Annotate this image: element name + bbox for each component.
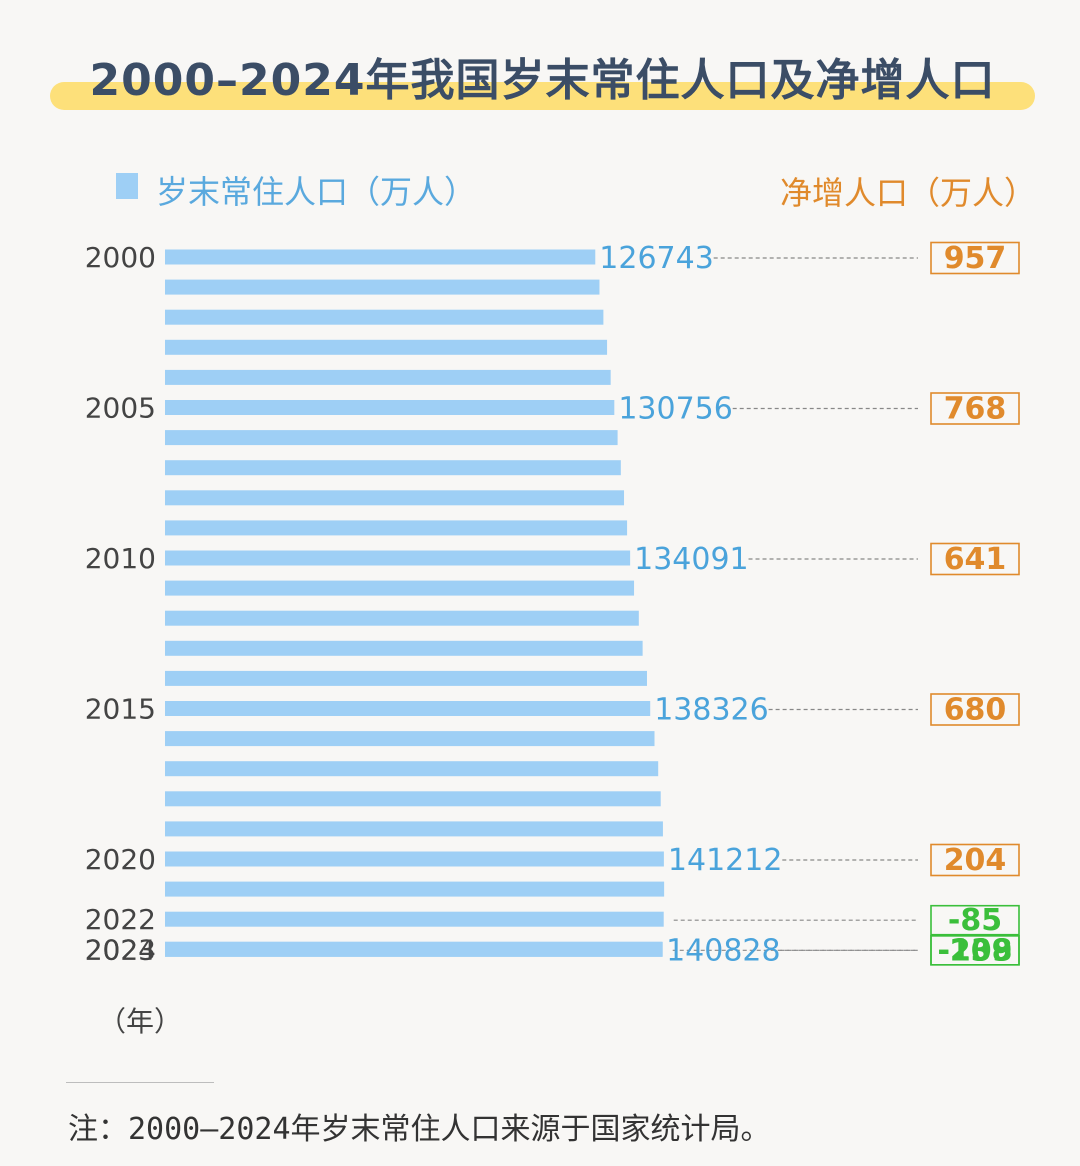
net-value-2023: -208 xyxy=(937,933,1012,968)
year-label-2000: 2000 xyxy=(85,241,156,274)
value-label-2005: 130756 xyxy=(618,392,733,427)
bar-2016 xyxy=(165,731,655,747)
bar-2024 xyxy=(165,941,663,957)
year-label-2010: 2010 xyxy=(85,542,156,575)
bar-2022 xyxy=(165,911,664,927)
bar-2014 xyxy=(165,670,647,686)
value-label-2015: 138326 xyxy=(654,693,769,728)
bar-2004 xyxy=(165,369,611,385)
bar-2019 xyxy=(165,821,663,837)
net-box-2010 xyxy=(930,542,1020,576)
bar-2018 xyxy=(165,791,661,807)
bar-2007 xyxy=(165,460,621,476)
year-label-2015: 2015 xyxy=(85,693,156,726)
bar-2009 xyxy=(165,520,628,536)
net-value-2015: 680 xyxy=(944,693,1007,728)
value-label-2024: 140828 xyxy=(666,933,781,968)
bar-2013 xyxy=(165,640,643,656)
bar-2010 xyxy=(165,550,631,566)
net-box-2022 xyxy=(930,904,1020,936)
bar-2011 xyxy=(165,580,635,596)
legend-net-label: 净增人口（万人） xyxy=(779,174,1036,212)
year-label-2020: 2020 xyxy=(85,843,156,876)
year-label-2005: 2005 xyxy=(85,392,156,425)
net-value-2020: 204 xyxy=(944,843,1007,878)
value-label-2020: 141212 xyxy=(668,843,783,878)
net-box-2005 xyxy=(930,392,1020,425)
bar-2015 xyxy=(165,701,651,716)
bar-2003 xyxy=(165,339,608,355)
bar-2000 xyxy=(165,249,596,265)
year-label-2024: 2024 xyxy=(85,933,156,966)
footnote: 注：2000–2024年岁末常住人口来源于国家统计局。 xyxy=(68,1112,771,1147)
year-label-2023: 2023 xyxy=(85,933,156,966)
bar-2021 xyxy=(165,881,665,897)
net-value-2024: -139 xyxy=(937,933,1012,968)
legend-swatch-population xyxy=(116,173,138,199)
bar-2006 xyxy=(165,430,618,446)
year-label-2022: 2022 xyxy=(85,903,156,936)
net-box-2024 xyxy=(930,934,1020,966)
footer-divider xyxy=(66,1082,214,1083)
chart-title: 2000–2024年我国岁末常住人口及净增人口 xyxy=(89,55,996,106)
bar-2001 xyxy=(165,279,600,295)
year-unit-label: （年） xyxy=(98,1005,183,1038)
bar-2020 xyxy=(165,851,664,867)
value-label-2000: 126743 xyxy=(599,241,714,276)
net-value-2010: 641 xyxy=(944,542,1007,577)
bar-2012 xyxy=(165,610,639,626)
bar-2008 xyxy=(165,490,625,506)
bar-2017 xyxy=(165,761,659,777)
net-box-2015 xyxy=(930,693,1020,726)
value-label-2010: 134091 xyxy=(634,542,749,577)
net-value-2000: 957 xyxy=(944,241,1007,276)
bar-2005 xyxy=(165,400,615,415)
net-box-2020 xyxy=(930,843,1020,877)
title-highlight xyxy=(50,82,1035,110)
legend-population-label: 岁末常住人口（万人） xyxy=(156,173,477,211)
bar-2002 xyxy=(165,309,604,325)
net-box-2000 xyxy=(930,241,1020,275)
net-value-2005: 768 xyxy=(944,392,1007,427)
title-area: 2000–2024年我国岁末常住人口及净增人口 xyxy=(50,38,1035,118)
net-value-2022: -85 xyxy=(948,903,1002,938)
